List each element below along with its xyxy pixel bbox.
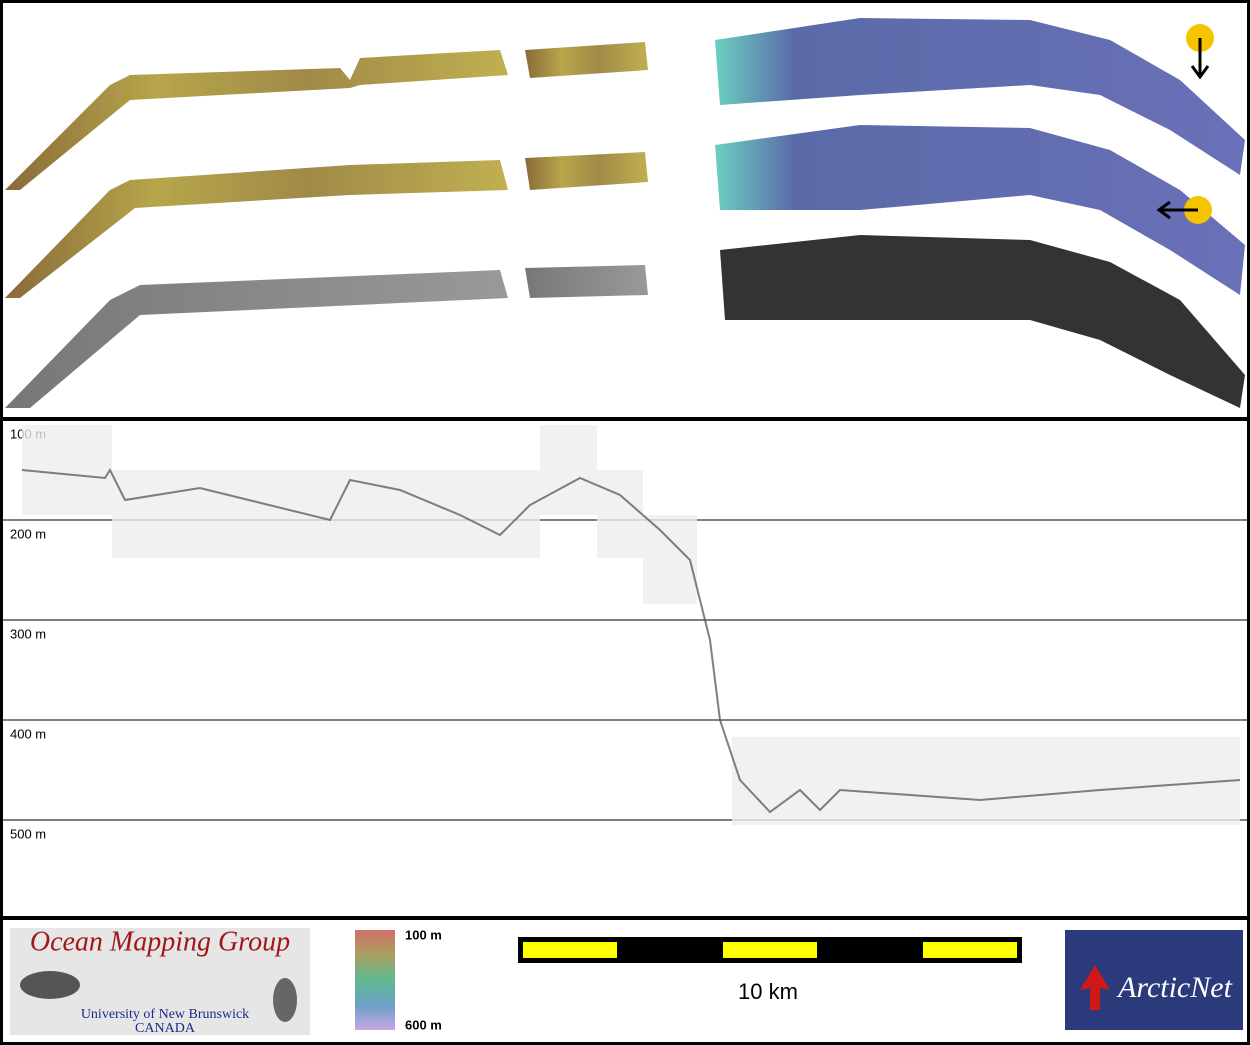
omg-title: Ocean Mapping Group xyxy=(30,926,290,957)
profile-section xyxy=(21,425,1241,825)
omg-logo: Ocean Mapping Group University of New Br… xyxy=(10,926,310,1036)
colorbar-bottom-label: 600 m xyxy=(405,1017,442,1032)
depth-tick-label: 400 m xyxy=(10,726,46,741)
divider xyxy=(0,916,1250,920)
depth-tick-label: 500 m xyxy=(10,826,46,841)
scale-bar xyxy=(518,937,1022,963)
depth-tick-label: 300 m xyxy=(10,626,46,641)
depth-tick-label: 200 m xyxy=(10,526,46,541)
colorbar xyxy=(355,930,395,1030)
omg-university: University of New Brunswick xyxy=(81,1007,249,1022)
omg-country: CANADA xyxy=(135,1021,196,1036)
arcticnet-logo: ArcticNet xyxy=(1065,930,1243,1030)
swath-maps xyxy=(5,18,1245,408)
scale-bar-label: 10 km xyxy=(738,979,798,1004)
arcticnet-text: ArcticNet xyxy=(1116,971,1233,1004)
colorbar-top-label: 100 m xyxy=(405,927,442,942)
divider xyxy=(0,417,1250,421)
